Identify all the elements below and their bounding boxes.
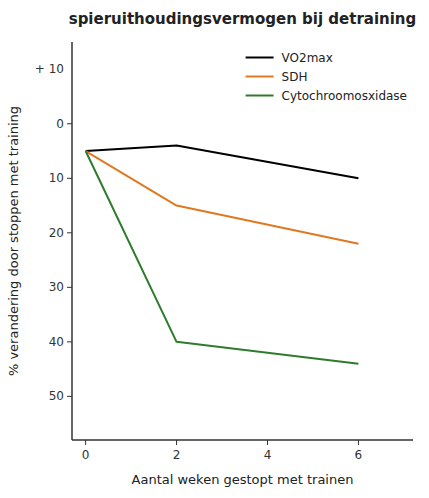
x-axis-line: [72, 439, 413, 441]
x-tick-label: 6: [355, 448, 363, 462]
legend-label: Cytochroomosxidase: [282, 89, 407, 103]
y-tick-label: 30: [49, 280, 64, 294]
y-tick: [67, 232, 72, 233]
axes: 0 10 20 30 40 50 0 2 4 6 + 10: [35, 42, 413, 462]
x-tick-label: 4: [264, 448, 272, 462]
legend-label: SDH: [282, 70, 308, 84]
annotation: + 10: [35, 62, 64, 76]
x-tick-label: 2: [173, 448, 181, 462]
y-axis-label: % verandering door stoppen met training: [6, 106, 21, 376]
x-tick: [85, 440, 86, 445]
legend-swatch: [246, 76, 274, 78]
legend-swatch: [246, 95, 274, 97]
line: [86, 146, 359, 179]
legend-swatch: [246, 57, 274, 59]
y-tick: [67, 123, 72, 124]
y-tick-label: 20: [49, 226, 64, 240]
line: [86, 151, 359, 364]
y-tick: [67, 178, 72, 179]
y-tick-label: 10: [49, 171, 64, 185]
y-tick: [67, 287, 72, 288]
legend-label: VO2max: [282, 51, 333, 65]
x-tick: [176, 440, 177, 445]
y-tick: [67, 396, 72, 397]
x-tick: [267, 440, 268, 445]
y-tick: [67, 341, 72, 342]
y-tick-label: 40: [49, 335, 64, 349]
x-axis-label: Aantal weken gestopt met trainen: [132, 472, 354, 487]
y-tick-label: 0: [56, 117, 64, 131]
title: spieruithoudingsvermogen bij detraining: [69, 10, 417, 28]
chart: spieruithoudingsvermogen bij detraining 0…: [0, 0, 429, 498]
line: [86, 151, 359, 244]
y-tick-label: 50: [49, 389, 64, 403]
x-tick-label: 0: [82, 448, 90, 462]
x-tick: [358, 440, 359, 445]
legend: VO2max SDH Cytochroomosxidase: [246, 51, 407, 103]
plot-area: [86, 146, 359, 364]
y-axis-line: [71, 42, 73, 440]
